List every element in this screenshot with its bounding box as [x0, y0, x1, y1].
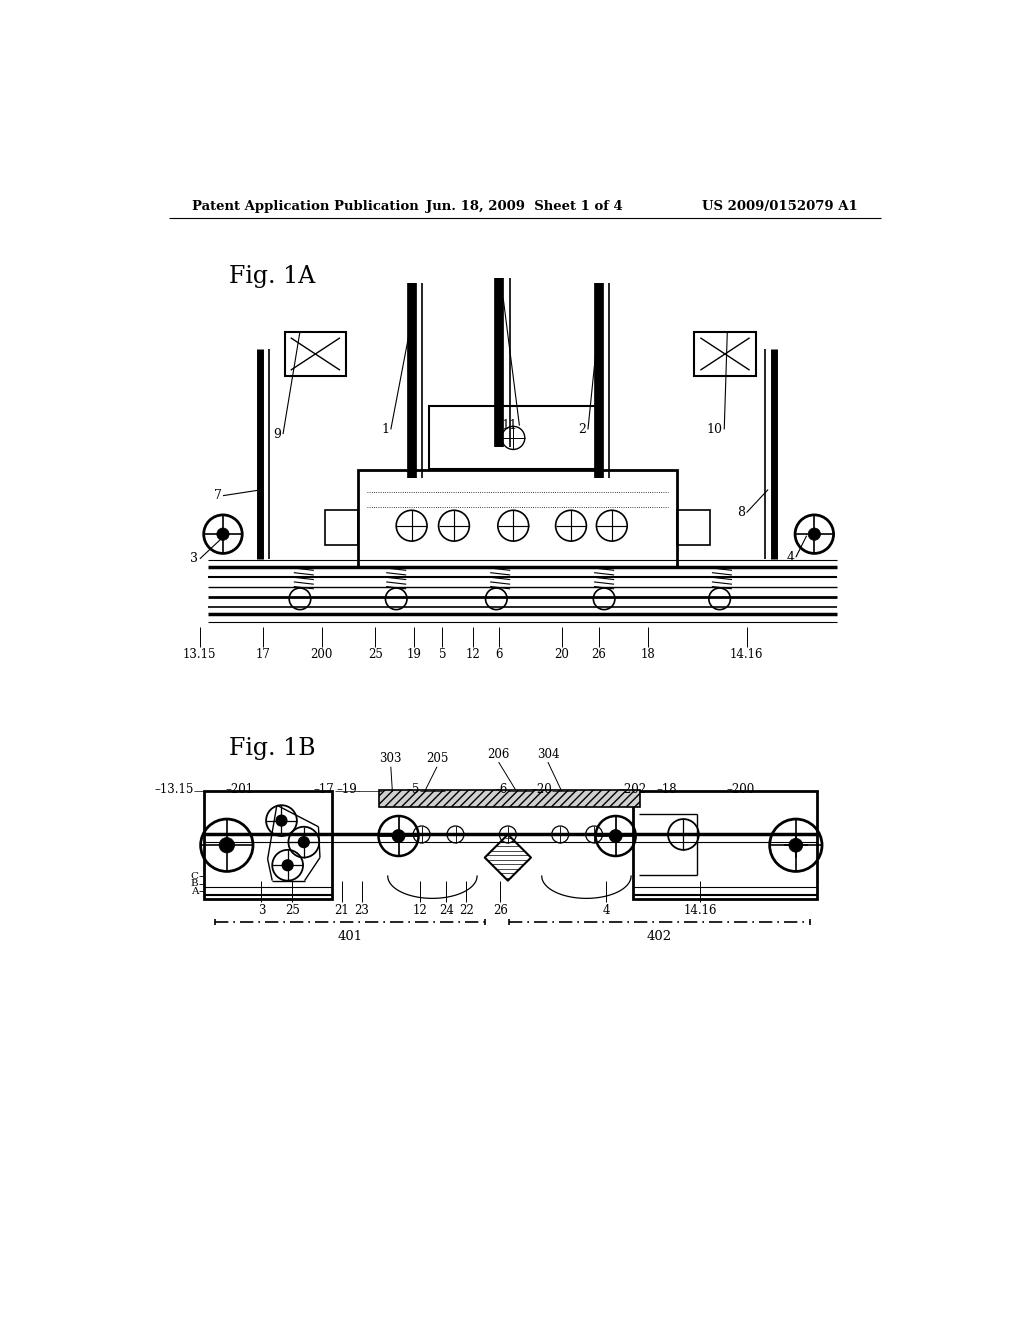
- Text: –200: –200: [726, 783, 755, 796]
- Text: Fig. 1A: Fig. 1A: [229, 264, 315, 288]
- Text: 4: 4: [786, 550, 795, 564]
- Text: Fig. 1B: Fig. 1B: [229, 738, 315, 760]
- Text: 7: 7: [214, 490, 221, 502]
- Text: 18: 18: [641, 648, 655, 661]
- Text: 12: 12: [413, 904, 427, 917]
- Text: 5: 5: [438, 648, 446, 661]
- Text: 3: 3: [190, 552, 199, 565]
- Text: –20: –20: [531, 783, 552, 796]
- Bar: [429, 407, 597, 470]
- Text: –19: –19: [337, 783, 357, 796]
- Circle shape: [788, 838, 803, 853]
- Text: 9: 9: [273, 428, 282, 441]
- Text: –201: –201: [225, 783, 254, 796]
- Text: 19: 19: [407, 648, 421, 661]
- Circle shape: [298, 837, 309, 847]
- Text: 26: 26: [591, 648, 606, 661]
- Text: 2: 2: [579, 422, 587, 436]
- Text: Jun. 18, 2009  Sheet 1 of 4: Jun. 18, 2009 Sheet 1 of 4: [426, 199, 624, 213]
- Text: 17: 17: [256, 648, 270, 661]
- Circle shape: [219, 838, 234, 853]
- Text: 303: 303: [380, 752, 402, 766]
- Text: 402: 402: [647, 929, 672, 942]
- Text: 6: 6: [495, 648, 503, 661]
- Text: 13.15: 13.15: [183, 648, 217, 661]
- Text: 3: 3: [258, 904, 265, 917]
- Text: 401: 401: [338, 929, 362, 942]
- Text: 25: 25: [285, 904, 300, 917]
- Bar: [285, 331, 346, 376]
- Text: 14.16: 14.16: [684, 904, 717, 917]
- Text: 20: 20: [554, 648, 569, 661]
- Text: 26: 26: [493, 904, 508, 917]
- Text: C: C: [190, 871, 199, 880]
- Text: 11: 11: [502, 418, 518, 432]
- Bar: [677, 511, 710, 545]
- Text: –6: –6: [495, 783, 508, 796]
- Text: 4: 4: [603, 904, 610, 917]
- Circle shape: [392, 830, 404, 842]
- Text: Patent Application Publication: Patent Application Publication: [193, 199, 419, 213]
- Text: –13.15: –13.15: [155, 783, 194, 796]
- Bar: [204, 792, 333, 899]
- Text: 23: 23: [354, 904, 369, 917]
- Circle shape: [609, 830, 622, 842]
- Text: B: B: [190, 879, 199, 888]
- Text: 14.16: 14.16: [730, 648, 763, 661]
- Text: 25: 25: [368, 648, 383, 661]
- Circle shape: [217, 528, 229, 540]
- Text: 205: 205: [426, 752, 449, 766]
- Text: 21: 21: [334, 904, 349, 917]
- Text: 22: 22: [459, 904, 474, 917]
- Bar: [379, 789, 640, 807]
- Text: –202: –202: [618, 783, 646, 796]
- Bar: [357, 470, 677, 566]
- Text: –5: –5: [407, 783, 420, 796]
- Bar: [694, 331, 756, 376]
- Text: –18: –18: [656, 783, 677, 796]
- Text: 10: 10: [707, 422, 723, 436]
- Text: 206: 206: [487, 747, 510, 760]
- Circle shape: [808, 528, 820, 540]
- Text: –17: –17: [314, 783, 335, 796]
- Text: 12: 12: [466, 648, 480, 661]
- Circle shape: [283, 859, 293, 871]
- Bar: [633, 792, 817, 899]
- Text: 1: 1: [381, 422, 389, 436]
- Bar: [326, 511, 357, 545]
- Text: A: A: [190, 887, 199, 896]
- Text: 24: 24: [439, 904, 454, 917]
- Circle shape: [276, 816, 287, 826]
- Text: 200: 200: [310, 648, 333, 661]
- Text: 8: 8: [737, 506, 745, 519]
- Text: 304: 304: [537, 747, 559, 760]
- Text: US 2009/0152079 A1: US 2009/0152079 A1: [701, 199, 857, 213]
